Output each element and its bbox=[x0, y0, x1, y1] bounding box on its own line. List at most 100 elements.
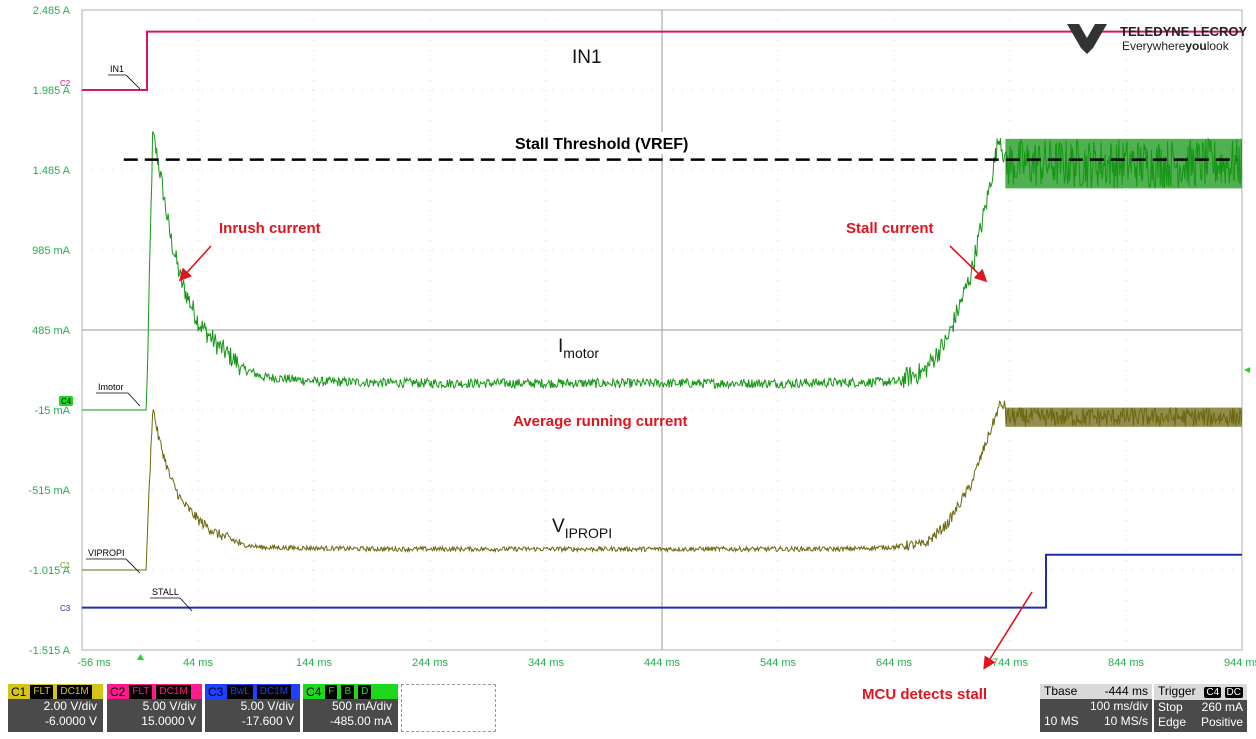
trigger-channel: C4 bbox=[1204, 687, 1222, 698]
y-tick-label: -1.015 A bbox=[29, 565, 71, 577]
trace-in1 bbox=[82, 30, 1242, 91]
mcu-arrow bbox=[983, 591, 1033, 670]
channel-vdiv: 2.00 V/div bbox=[43, 699, 97, 713]
y-tick-label: 2.485 A bbox=[33, 5, 71, 17]
timebase-label: Tbase bbox=[1044, 684, 1078, 698]
series-imotor bbox=[82, 131, 1242, 411]
stall-band-vipropi bbox=[1005, 407, 1242, 427]
c3-marker: C3 bbox=[60, 604, 71, 613]
c2-marker: C2 bbox=[60, 79, 71, 88]
channel-box-c3[interactable]: C3 BwL DC1M 5.00 V/div -17.600 V bbox=[205, 684, 300, 732]
stall-current-annotation: Stall current bbox=[846, 220, 934, 237]
y-tick-label: -515 mA bbox=[28, 485, 70, 497]
series-stall bbox=[82, 553, 1242, 609]
channel-tag: F bbox=[325, 684, 338, 699]
x-tick-label: 844 ms bbox=[1108, 657, 1145, 669]
avg-running-annotation: Average running current bbox=[513, 413, 687, 430]
timebase-offset: -444 ms bbox=[1104, 684, 1148, 698]
channel-tag: BwL bbox=[227, 684, 253, 699]
trigger-time-marker bbox=[137, 654, 144, 660]
series-vipropi bbox=[82, 400, 1242, 571]
channel-box-c1[interactable]: C1 FLT DC1M 2.00 V/div -6.0000 V bbox=[8, 684, 103, 732]
c4-marker-box bbox=[59, 396, 73, 406]
stall-label-leader bbox=[179, 597, 193, 612]
brand-name: TELEDYNE LECROY bbox=[1120, 24, 1247, 39]
c4-marker: C4 bbox=[61, 397, 72, 406]
oscilloscope-chart: 2.485 A 1.985 A 1.485 A 985 mA 485 mA -15 mA -… bbox=[28, 5, 1256, 670]
y-tick-label: 1.485 A bbox=[33, 165, 71, 177]
stall-current-arrow bbox=[949, 245, 988, 283]
series-in1 bbox=[82, 30, 1242, 91]
mcu-annotation: MCU detects stall bbox=[862, 686, 988, 703]
channel-tag: DC1M bbox=[256, 684, 292, 699]
vipropi-label-leader bbox=[125, 558, 141, 574]
channel-tag: D bbox=[358, 684, 372, 699]
x-tick-label: 344 ms bbox=[528, 657, 565, 669]
x-tick-label: -56 ms bbox=[77, 657, 111, 669]
channel-name: C2 bbox=[110, 684, 126, 699]
vipropi-annotation: VIPROPI bbox=[552, 516, 612, 541]
channel-offset: -6.0000 V bbox=[44, 714, 97, 728]
x-tick-label: 244 ms bbox=[412, 657, 449, 669]
channel-name: C1 bbox=[11, 684, 27, 699]
inrush-arrow bbox=[178, 245, 212, 282]
timebase-samples: 10 MS bbox=[1044, 714, 1079, 728]
channel-offset: -17.600 V bbox=[241, 714, 294, 728]
x-tick-label: 444 ms bbox=[644, 657, 681, 669]
threshold-label-bg bbox=[510, 132, 716, 154]
grid bbox=[81, 9, 1243, 651]
channel-tag: B bbox=[341, 684, 355, 699]
x-tick-label: 544 ms bbox=[760, 657, 797, 669]
y-tick-label: -15 mA bbox=[35, 405, 71, 417]
channel-box-c2[interactable]: C2 FLT DC1M 5.00 V/div 15.0000 V bbox=[107, 684, 202, 732]
stall-band-imotor bbox=[1005, 138, 1242, 189]
channel-header: C2 FLT DC1M bbox=[107, 684, 202, 699]
channel-header: C4 F B D bbox=[303, 684, 398, 699]
channel-box-c4[interactable]: C4 F B D 500 mA/div -485.00 mA bbox=[303, 684, 398, 732]
y-tick-label: 985 mA bbox=[32, 245, 71, 257]
brand-logo: TELEDYNE LECROY Everywhereyoulook bbox=[1067, 24, 1247, 54]
brand-tagline: Everywhereyoulook bbox=[1122, 39, 1230, 53]
x-tick-label: 644 ms bbox=[876, 657, 913, 669]
y-tick-label: 485 mA bbox=[32, 325, 71, 337]
trigger-label: Trigger bbox=[1158, 684, 1196, 698]
channel-vdiv: 5.00 V/div bbox=[240, 699, 294, 713]
x-tick-label: 944 ms bbox=[1224, 657, 1256, 669]
channel-tag: DC1M bbox=[156, 684, 191, 699]
timebase-rate: 10 MS/s bbox=[1103, 714, 1148, 728]
channel-offset: 15.0000 V bbox=[141, 714, 196, 728]
channel-header: C3 BwL DC1M bbox=[205, 684, 300, 699]
stall-threshold-label: Stall Threshold (VREF) bbox=[515, 136, 688, 153]
trigger-mode: Stop bbox=[1158, 700, 1183, 714]
channel-offset: -485.00 mA bbox=[329, 714, 392, 728]
channel-tag: DC1M bbox=[57, 684, 92, 699]
traces bbox=[82, 30, 1242, 609]
channel-vdiv: 500 mA/div bbox=[331, 699, 392, 713]
channel-tag: FLT bbox=[129, 684, 153, 699]
channel-vdiv: 5.00 V/div bbox=[142, 699, 196, 713]
channel-name: C4 bbox=[306, 684, 322, 699]
trace-stall bbox=[82, 553, 1242, 609]
channel-header: C1 FLT DC1M bbox=[8, 684, 103, 699]
timebase-panel[interactable]: Tbase -444 ms 100 ms/div 10 MS 10 MS/s bbox=[1040, 684, 1152, 732]
in1-label-leader bbox=[125, 74, 141, 90]
trigger-coupling: DC bbox=[1224, 687, 1243, 698]
empty-slot bbox=[401, 684, 496, 732]
x-tick-label: 144 ms bbox=[296, 657, 333, 669]
in1-annotation: IN1 bbox=[572, 47, 602, 68]
trigger-panel[interactable]: Trigger C4 DC Stop 260 mA Edge Positive bbox=[1154, 684, 1247, 732]
imotor-annotation: Imotor bbox=[558, 336, 599, 361]
imotor-label-leader bbox=[127, 392, 141, 407]
trigger-slope: Positive bbox=[1200, 715, 1243, 729]
vipropi-trace-label: VIPROPI bbox=[88, 548, 125, 558]
inrush-annotation: Inrush current bbox=[219, 220, 321, 237]
tick-labels: 2.485 A 1.985 A 1.485 A 985 mA 485 mA -15 mA -… bbox=[28, 5, 1256, 669]
trigger-level: 260 mA bbox=[1201, 700, 1243, 714]
channel-name: C3 bbox=[208, 684, 224, 699]
y-tick-label: -1.515 A bbox=[29, 645, 71, 657]
timebase-div: 100 ms/div bbox=[1089, 699, 1148, 713]
channel-tag: FLT bbox=[30, 684, 54, 699]
trigger-type: Edge bbox=[1158, 715, 1187, 729]
stall-trace-label: STALL bbox=[152, 587, 179, 597]
c1-marker: C1 bbox=[60, 561, 71, 570]
